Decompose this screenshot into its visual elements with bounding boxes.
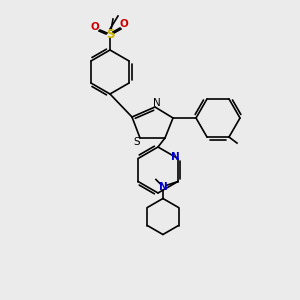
Text: S: S — [134, 137, 140, 147]
Text: N: N — [158, 182, 167, 191]
Text: N: N — [153, 98, 161, 108]
Text: S: S — [106, 28, 114, 40]
Text: O: O — [91, 22, 99, 32]
Text: O: O — [120, 19, 128, 29]
Text: N: N — [170, 152, 179, 163]
